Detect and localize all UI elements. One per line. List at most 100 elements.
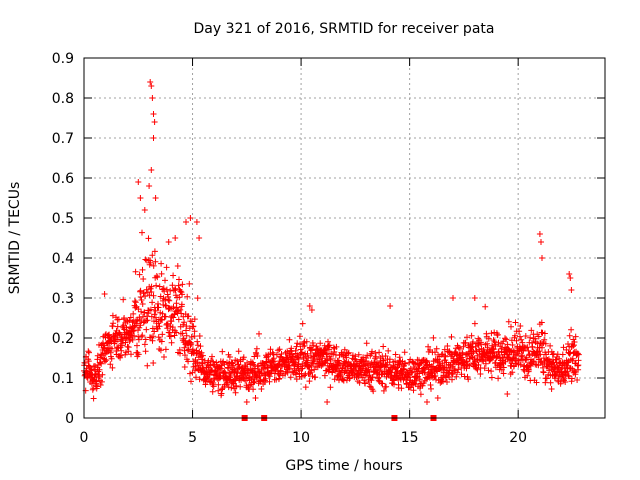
data-point: [142, 256, 149, 263]
data-point: [151, 248, 158, 255]
data-point: [519, 339, 526, 346]
data-point: [374, 359, 380, 366]
data-point: [140, 290, 147, 297]
data-point: [548, 386, 555, 392]
data-point: [147, 306, 154, 313]
data-point: [421, 369, 428, 376]
data-point: [536, 231, 543, 237]
data-point: [439, 360, 446, 367]
data-point: [129, 319, 136, 326]
data-point: [512, 332, 518, 339]
data-point: [170, 314, 177, 321]
data-point: [482, 303, 489, 310]
data-point: [175, 316, 182, 323]
data-point: [128, 351, 134, 358]
data-point: [209, 353, 215, 360]
data-point: [373, 353, 379, 360]
data-point: [512, 319, 519, 326]
data-point: [183, 332, 190, 339]
data-point: [243, 399, 250, 405]
data-point: [135, 351, 142, 358]
data-point: [85, 358, 92, 365]
data-point: [553, 359, 560, 366]
data-point: [219, 348, 226, 355]
data-point: [302, 384, 309, 391]
data-point: [524, 372, 531, 379]
data-point: [301, 372, 308, 379]
data-point: [397, 375, 404, 382]
data-point: [98, 360, 105, 367]
x-axis-label: GPS time / hours: [285, 458, 402, 474]
data-point: [327, 355, 334, 362]
data-point: [178, 310, 185, 317]
data-point: [369, 348, 375, 355]
data-point: [165, 296, 172, 303]
data-point: [135, 306, 142, 313]
data-point: [157, 347, 164, 354]
data-point: [475, 361, 482, 368]
data-point: [495, 339, 502, 346]
data-point: [387, 303, 394, 309]
data-point: [453, 373, 460, 380]
data-point: [562, 379, 569, 385]
data-point: [433, 345, 440, 352]
data-point: [376, 349, 383, 356]
data-point: [181, 319, 188, 326]
data-point: [488, 330, 495, 337]
data-point: [194, 295, 201, 302]
data-point: [193, 219, 200, 225]
data-point: [194, 342, 201, 349]
data-point: [481, 365, 488, 372]
data-point: [339, 376, 346, 383]
data-point: [209, 388, 216, 395]
data-point: [345, 349, 352, 356]
data-point: [151, 119, 158, 125]
data-point: [287, 374, 294, 381]
data-point: [133, 320, 140, 327]
data-point: [227, 371, 234, 377]
data-point: [571, 367, 578, 374]
data-point: [225, 365, 232, 372]
data-point: [484, 340, 491, 347]
chart-title: Day 321 of 2016, SRMTID for receiver pat…: [194, 21, 495, 37]
data-point: [166, 297, 173, 304]
data-point: [152, 195, 159, 201]
data-point: [560, 360, 566, 367]
data-point: [568, 375, 575, 382]
data-point: [380, 387, 387, 394]
data-point: [549, 351, 556, 358]
data-point: [566, 271, 573, 277]
data-point: [137, 294, 144, 300]
data-point: [355, 351, 362, 358]
data-point: [184, 347, 191, 354]
data-point: [267, 346, 274, 353]
data-point: [561, 375, 568, 382]
data-point: [159, 317, 166, 323]
data-point: [139, 229, 145, 236]
data-point: [99, 371, 106, 378]
data-point: [138, 308, 145, 315]
data-point: [218, 365, 225, 372]
data-point: [432, 372, 439, 379]
data-point: [143, 317, 150, 324]
data-point: [107, 361, 114, 368]
data-point: [488, 368, 495, 375]
data-point: [530, 358, 537, 365]
data-point: [392, 351, 399, 358]
data-point: [317, 340, 324, 347]
data-point: [196, 235, 203, 241]
data-point: [513, 337, 520, 344]
data-point: [448, 333, 455, 340]
data-point: [178, 301, 185, 308]
data-point: [180, 321, 187, 328]
data-point: [306, 378, 313, 385]
data-point: [410, 387, 417, 394]
data-point: [368, 377, 375, 384]
data-point: [139, 266, 146, 273]
data-point: [199, 352, 206, 359]
data-point: [240, 354, 247, 361]
data-point: [503, 336, 510, 343]
data-point: [463, 358, 470, 365]
data-point: [139, 332, 146, 339]
data-point: [126, 317, 133, 324]
